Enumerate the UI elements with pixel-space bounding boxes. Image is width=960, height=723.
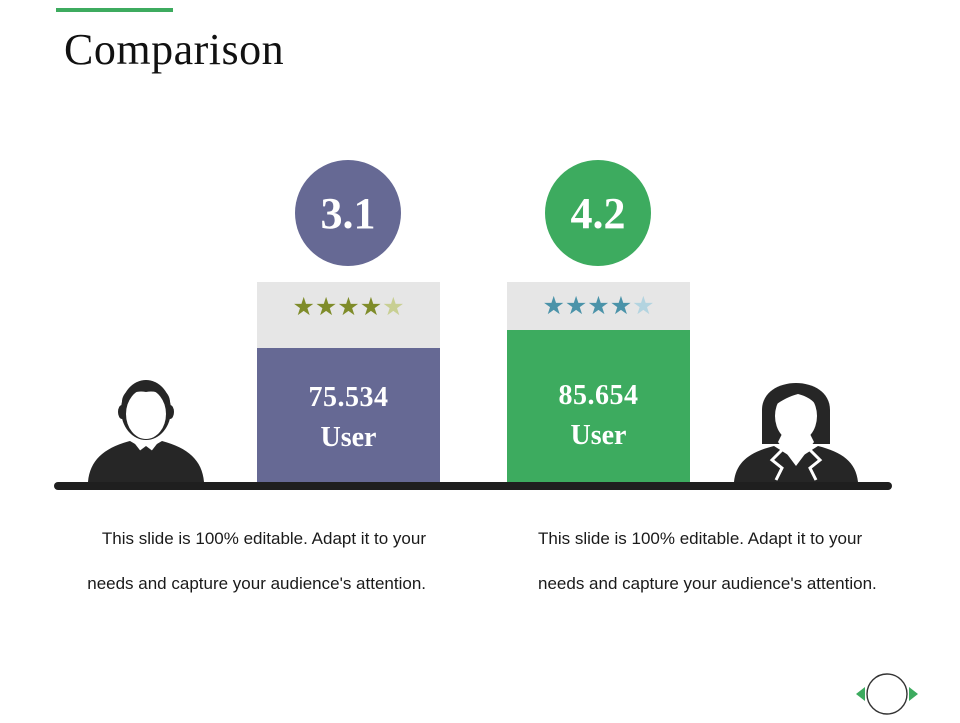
slide-title: Comparison: [64, 25, 285, 74]
arrow-left-icon[interactable]: [856, 687, 865, 701]
right-value-column: 85.654 User: [507, 330, 690, 482]
right-rating-bar: ★ ★ ★ ★ ★: [507, 282, 690, 330]
star-icon: ★: [314, 292, 338, 321]
star-icon: ★: [609, 291, 633, 320]
circle-icon[interactable]: [866, 673, 908, 715]
star-icon: ★: [564, 291, 588, 320]
star-icon: ★: [292, 292, 315, 321]
star-icon: ★: [337, 292, 360, 321]
star-icon: ★: [382, 292, 405, 321]
right-description: This slide is 100% editable. Adapt it to…: [538, 529, 877, 593]
left-user-count: 75.534: [308, 382, 389, 413]
slide-navigation: [852, 672, 922, 718]
left-rating-bar: ★ ★ ★ ★ ★: [257, 282, 440, 348]
left-value-column: 75.534 User: [257, 348, 440, 482]
star-icon: ★: [587, 291, 610, 320]
right-star-rating: ★ ★ ★ ★ ★: [542, 291, 655, 320]
left-description: This slide is 100% editable. Adapt it to…: [87, 529, 426, 593]
left-user-label: User: [320, 422, 377, 453]
right-score-value: 4.2: [570, 188, 626, 238]
right-score-badge: 4.2: [545, 160, 651, 266]
male-user-icon: [88, 380, 204, 482]
left-score-badge: 3.1: [295, 160, 401, 266]
left-score-value: 3.1: [320, 188, 376, 238]
baseline-bar: [54, 482, 892, 490]
arrow-right-icon[interactable]: [909, 687, 918, 701]
female-user-icon: [734, 383, 858, 482]
right-user-count: 85.654: [558, 380, 639, 411]
star-icon: ★: [542, 291, 565, 320]
title-accent-line: [56, 8, 173, 12]
left-star-rating: ★ ★ ★ ★ ★: [292, 292, 405, 321]
star-icon: ★: [632, 291, 655, 320]
right-user-label: User: [570, 420, 627, 451]
star-icon: ★: [359, 292, 383, 321]
